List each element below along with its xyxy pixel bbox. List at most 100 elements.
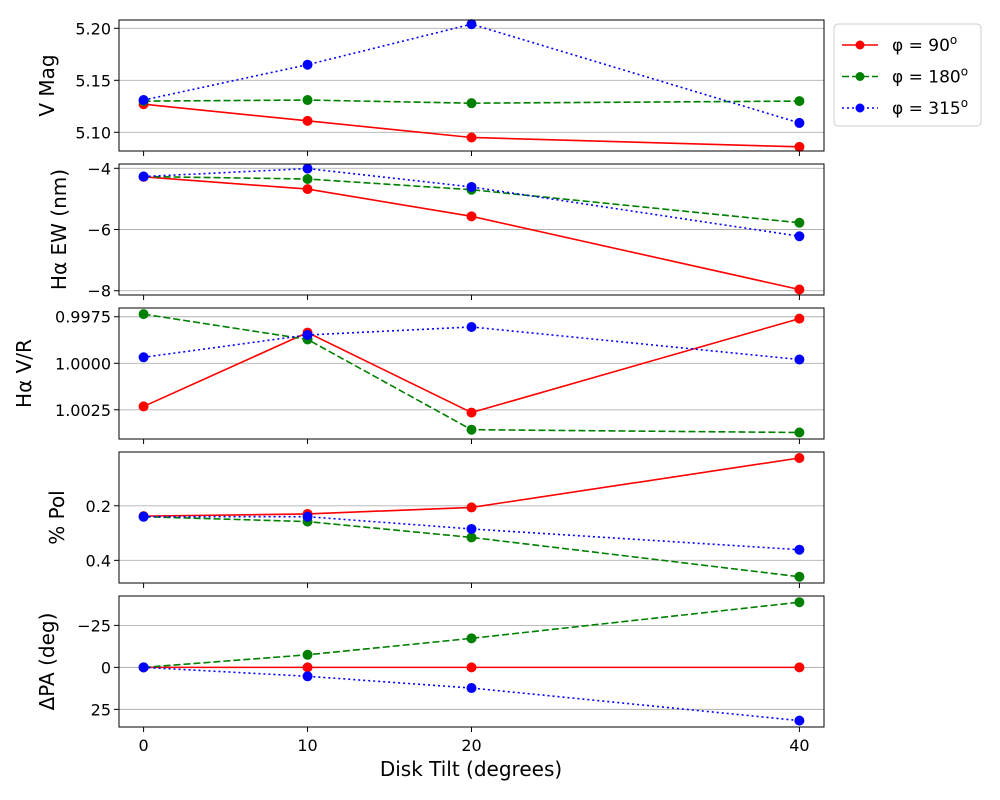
data-point <box>138 352 149 363</box>
y-tick-label: −6 <box>87 221 111 240</box>
series-line <box>143 176 800 291</box>
data-point <box>794 284 805 295</box>
y-tick-label: −4 <box>87 159 111 178</box>
axes-frame <box>118 451 825 584</box>
data-point <box>138 511 149 522</box>
legend-marker <box>855 72 865 81</box>
legend-box <box>833 23 982 127</box>
legend-label: φ = 90o <box>892 33 957 56</box>
series-line <box>143 666 800 722</box>
y-tick-label: 0 <box>101 658 111 677</box>
series-line <box>143 103 800 148</box>
data-point <box>466 98 477 109</box>
data-point <box>302 184 313 195</box>
panel-1: 5.10 5.15 5.20 V Mag <box>35 19 825 156</box>
y-tick-label: −8 <box>87 282 111 301</box>
data-point <box>794 453 805 464</box>
y-axis-label: Hα V/R <box>12 339 36 408</box>
series-line <box>143 457 800 517</box>
data-point <box>466 532 477 543</box>
axes-frame <box>118 307 825 440</box>
panel-2: −8 −6 −4 Hα EW (nm) <box>47 159 825 301</box>
y-tick-label: 5.20 <box>75 19 111 38</box>
data-point <box>794 313 805 324</box>
data-point <box>794 571 805 582</box>
series-line <box>143 167 800 238</box>
data-point <box>466 523 477 534</box>
y-tick-label: 1.0000 <box>55 354 111 373</box>
y-tick-label: 5.15 <box>75 71 111 90</box>
y-axis-label: ΔPA (deg) <box>35 613 59 711</box>
data-point <box>466 211 477 222</box>
axes-frame <box>118 19 825 152</box>
y-axis-label: % Pol <box>45 490 69 545</box>
y-axis-label: V Mag <box>35 54 59 116</box>
series-line <box>143 99 800 104</box>
data-point <box>138 309 149 320</box>
data-point <box>302 163 313 174</box>
data-point <box>466 502 477 513</box>
x-tick-label: 0 <box>138 736 148 755</box>
legend-marker <box>855 103 865 113</box>
data-point <box>794 354 805 365</box>
data-point <box>794 597 805 608</box>
data-point <box>302 671 313 682</box>
data-point <box>466 683 477 694</box>
data-point <box>302 95 313 106</box>
data-point <box>794 662 805 673</box>
x-tick-label: 20 <box>461 736 481 755</box>
data-point <box>794 96 805 107</box>
axes-frame <box>118 595 825 728</box>
series-line <box>143 175 800 224</box>
data-point <box>302 329 313 340</box>
data-point <box>466 662 477 673</box>
legend: φ = 90o φ = 180o φ = 315o <box>833 23 982 127</box>
data-point <box>466 424 477 435</box>
data-point <box>302 173 313 184</box>
x-axis-label: Disk Tilt (degrees) <box>380 757 562 781</box>
legend-marker <box>855 40 865 50</box>
y-tick-label: 0.9975 <box>55 308 111 327</box>
data-point <box>794 231 805 242</box>
series-line <box>143 515 800 551</box>
data-point <box>138 171 149 182</box>
y-tick-label: 1.0025 <box>55 401 111 420</box>
y-tick-label: 25 <box>91 700 111 719</box>
data-point <box>466 321 477 332</box>
data-point <box>138 401 149 412</box>
data-point <box>302 662 313 673</box>
legend-label: φ = 315o <box>892 96 968 119</box>
data-point <box>138 662 149 673</box>
y-tick-label: 0.4 <box>86 551 111 570</box>
data-point <box>794 544 805 555</box>
legend-entry: φ = 90o <box>842 33 957 56</box>
panel-3: 0.9975 1.0000 1.0025 Hα V/R <box>12 307 825 444</box>
data-point <box>466 407 477 418</box>
panel-4: 0.2 0.4 % Pol <box>45 451 825 588</box>
x-tick-label: 40 <box>789 736 809 755</box>
y-tick-label: 0.2 <box>86 497 111 516</box>
data-point <box>794 117 805 128</box>
legend-entry: φ = 180o <box>842 65 968 88</box>
data-point <box>302 511 313 522</box>
data-point <box>302 115 313 126</box>
data-point <box>794 141 805 152</box>
y-tick-label: 5.10 <box>75 123 111 142</box>
legend-entry: φ = 315o <box>842 96 968 119</box>
x-tick-label: 10 <box>297 736 317 755</box>
series-line <box>143 313 800 434</box>
panel-5: −25 0 25 0 10 20 40 ΔPA (deg) <box>35 595 825 755</box>
series-line <box>143 317 800 414</box>
data-point <box>466 19 477 30</box>
series-line <box>143 515 800 578</box>
data-point <box>466 181 477 192</box>
data-point <box>302 59 313 70</box>
data-point <box>466 132 477 143</box>
legend-label: φ = 180o <box>892 65 968 88</box>
series-line <box>143 601 800 669</box>
axes-frame <box>118 163 825 296</box>
data-point <box>138 95 149 106</box>
y-tick-label: −25 <box>77 616 111 635</box>
data-point <box>466 633 477 644</box>
